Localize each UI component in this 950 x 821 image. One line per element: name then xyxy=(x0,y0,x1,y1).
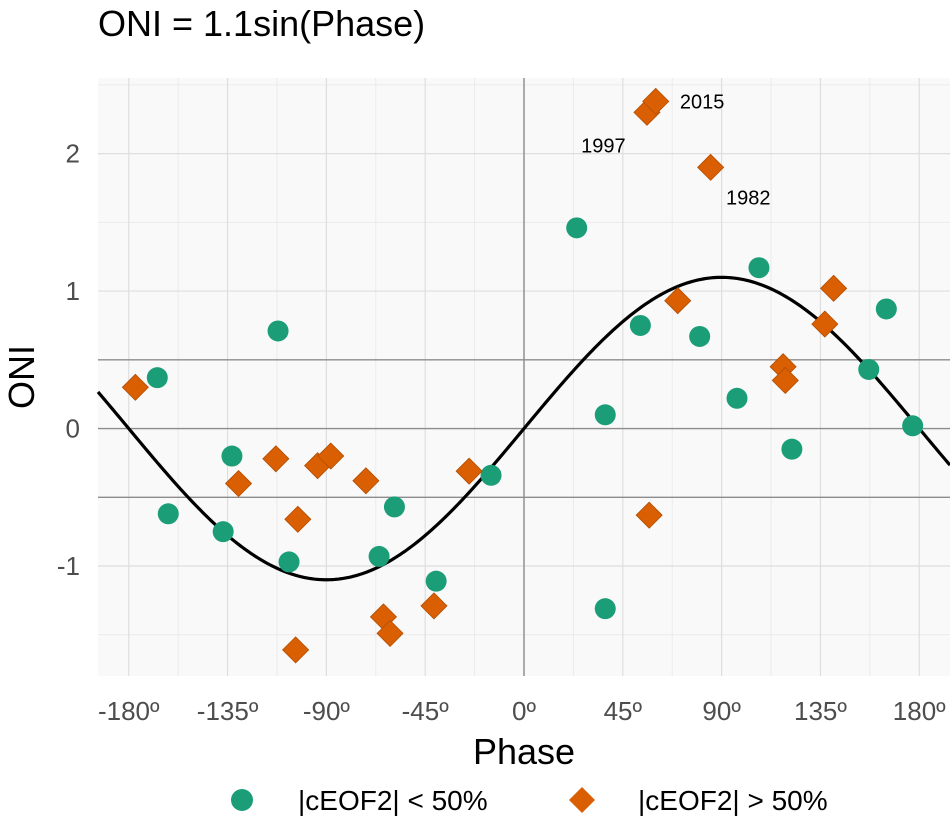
sine-curve xyxy=(96,275,950,582)
data-point-circle xyxy=(902,415,924,437)
legend-item: |cEOF2| < 50% xyxy=(231,785,488,816)
y-tick-label: 2 xyxy=(66,139,80,169)
data-point-circle xyxy=(781,438,803,460)
data-point-diamond xyxy=(224,469,253,498)
data-point-circle xyxy=(858,358,880,380)
series-diamonds xyxy=(121,87,848,664)
data-point-diamond xyxy=(697,153,725,181)
data-point-circle xyxy=(157,503,179,525)
legend-key-diamond xyxy=(569,787,595,813)
x-tick-label: 90º xyxy=(702,696,741,726)
data-point-diamond xyxy=(121,373,149,401)
year-annotations: 2015 1997 1982 xyxy=(581,91,770,209)
legend-item: |cEOF2| > 50% xyxy=(569,785,828,816)
data-point-diamond xyxy=(635,501,663,529)
data-point-circle xyxy=(267,320,289,342)
data-point-diamond xyxy=(771,366,799,395)
data-point-diamond xyxy=(664,287,692,315)
data-point-circle xyxy=(594,404,616,426)
data-point-diamond xyxy=(420,592,448,620)
x-tick-label: -90º xyxy=(303,696,351,726)
data-point-circle xyxy=(689,325,711,347)
data-point-circle xyxy=(629,314,651,336)
data-point-circle xyxy=(383,496,405,518)
x-tick-label: -135º xyxy=(197,696,259,726)
y-axis-ticks: -1 0 1 2 xyxy=(57,139,80,581)
data-point-circle xyxy=(480,464,502,486)
y-tick-label: -1 xyxy=(57,551,80,581)
data-point-diamond xyxy=(811,310,839,338)
series-circles xyxy=(146,217,924,620)
data-point-diamond xyxy=(317,442,345,470)
data-point-circle xyxy=(425,570,447,592)
data-point-circle xyxy=(221,445,243,467)
y-tick-label: 1 xyxy=(66,276,80,306)
x-axis-title: Phase xyxy=(473,731,575,772)
data-point-diamond xyxy=(642,87,670,115)
legend-label: |cEOF2| > 50% xyxy=(638,785,828,816)
legend-label: |cEOF2| < 50% xyxy=(298,785,488,816)
x-tick-label: -45º xyxy=(402,696,450,726)
data-point-diamond xyxy=(282,636,310,664)
data-point-diamond xyxy=(262,445,290,473)
data-point-circle xyxy=(726,387,748,409)
data-point-circle xyxy=(146,367,168,389)
legend-key-circle xyxy=(231,789,253,811)
annotation-label: 2015 xyxy=(680,91,725,113)
annotation-label: 1997 xyxy=(581,135,626,157)
data-point-circle xyxy=(278,551,300,573)
data-point-circle xyxy=(875,298,897,320)
x-tick-label: -180º xyxy=(98,696,160,726)
y-axis-title: ONI xyxy=(1,345,42,409)
x-tick-label: 180º xyxy=(893,696,946,726)
x-tick-label: 0º xyxy=(512,696,536,726)
annotation-label: 1982 xyxy=(726,188,771,210)
data-point-circle xyxy=(748,257,770,279)
legend: |cEOF2| < 50% |cEOF2| > 50% xyxy=(231,785,828,816)
data-point-circle xyxy=(594,598,616,620)
chart-title: ONI = 1.1sin(Phase) xyxy=(98,3,425,44)
x-axis-ticks: -180º -135º -90º -45º 0º 45º 90º 135º 180º xyxy=(98,696,946,726)
x-tick-label: 135º xyxy=(794,696,847,726)
data-point-circle xyxy=(212,521,234,543)
data-point-circle xyxy=(566,217,588,239)
y-tick-label: 0 xyxy=(66,414,80,444)
data-point-diamond xyxy=(352,467,380,495)
data-point-diamond xyxy=(820,274,848,302)
data-points xyxy=(121,87,924,664)
data-point-circle xyxy=(368,545,390,567)
data-point-diamond xyxy=(376,619,404,647)
x-tick-label: 45º xyxy=(604,696,643,726)
data-point-diamond xyxy=(284,505,312,533)
data-point-diamond xyxy=(455,457,483,485)
